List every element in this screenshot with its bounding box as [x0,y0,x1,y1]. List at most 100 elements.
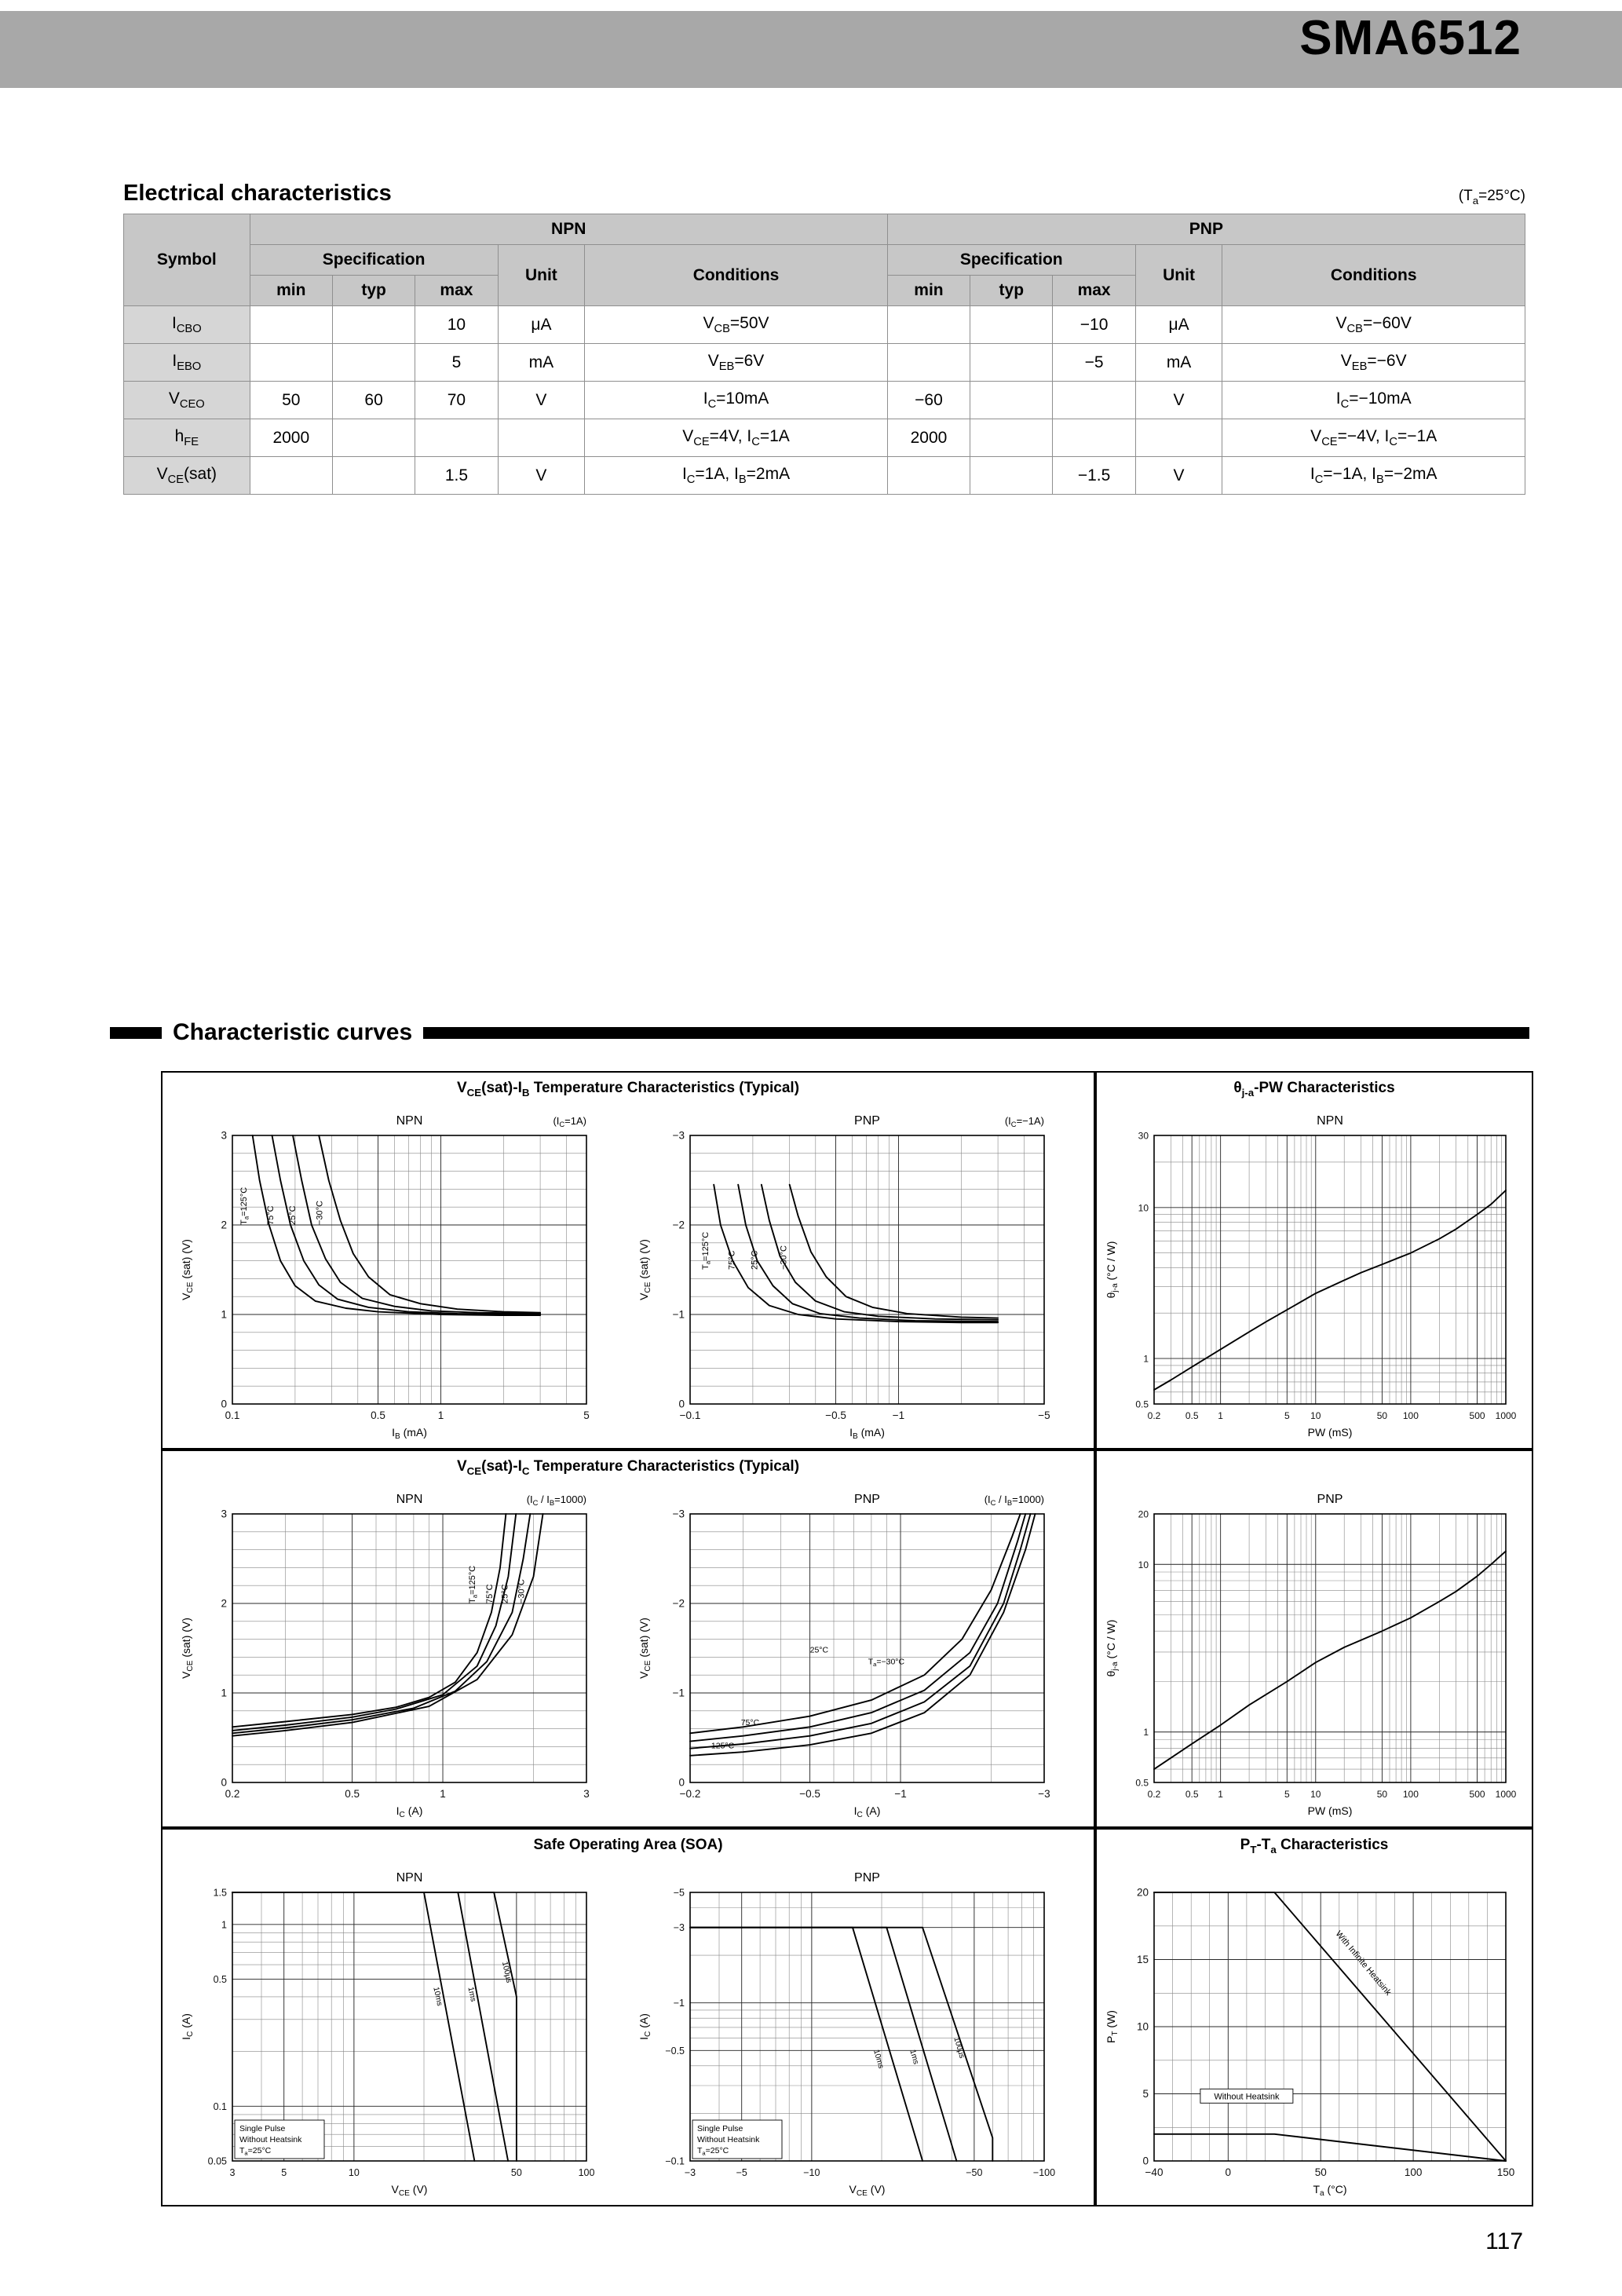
svg-text:−30°C: −30°C [517,1579,526,1603]
svg-text:−30°C: −30°C [315,1201,324,1225]
svg-text:5: 5 [1142,2088,1149,2100]
panel-thja-pw-title: θj-a-PW Characteristics [1233,1080,1395,1099]
svg-text:1000: 1000 [1496,1410,1517,1421]
svg-text:Ta=−30°C: Ta=−30°C [868,1658,905,1668]
table-head: Symbol NPN PNP Specification Unit Condit… [123,214,1526,306]
svg-text:0.5: 0.5 [345,1788,360,1800]
svg-text:3: 3 [583,1788,590,1800]
chart-vcesat-ic-npn: 0.2 0.5 1 3 0 1 2 3 Ta=125°C 75°C 25°C −30°C NPN (IC … [180,1493,590,1819]
cell-pnp-conditions: VCB=−60V [1222,305,1525,344]
cell-pnp-typ [970,305,1054,344]
svg-text:−50: −50 [966,2167,983,2178]
panel-vcesat-ic: VCE(sat)-IC Temperature Characteristics … [161,1450,1095,1828]
svg-text:1: 1 [221,1687,227,1699]
svg-text:500: 500 [1470,1410,1485,1421]
svg-text:10: 10 [1310,1789,1321,1800]
svg-text:25°C: 25°C [288,1205,298,1225]
svg-text:−1: −1 [673,1309,685,1321]
section-bar-right [423,1026,1529,1039]
page-number: 117 [1485,2228,1523,2254]
svg-text:NPN: NPN [396,1871,422,1885]
table-head-row-spec: Specification Unit Conditions Specificat… [124,244,1525,306]
cell-npn-conditions: VEB=6V [584,343,888,382]
cell-pnp-min [886,343,971,382]
svg-text:PNP: PNP [854,1114,880,1128]
svg-text:0.1: 0.1 [213,2101,226,2112]
svg-text:1.5: 1.5 [213,1888,226,1899]
col-header-max-npn: max [415,275,499,306]
cell-pnp-min: −60 [886,381,971,419]
svg-text:50: 50 [1377,1789,1388,1800]
cell-npn-min [249,305,333,344]
svg-text:0.5: 0.5 [1135,1399,1149,1410]
svg-text:−30°C: −30°C [780,1245,789,1270]
cell-npn-min [249,456,333,495]
col-header-spec-npn: Specification [249,244,499,276]
svg-text:1: 1 [1218,1789,1223,1800]
svg-text:−3: −3 [673,1508,685,1520]
cell-npn-max: 10 [415,305,499,344]
svg-text:100μs: 100μs [952,2036,966,2059]
svg-text:−0.5: −0.5 [666,2046,685,2057]
svg-text:0.5: 0.5 [371,1409,385,1421]
table-head-row-groups: Symbol NPN PNP [123,214,1526,306]
panel-thja-pw-pnp-charts: 0.2 0.5 1 5 10 50 100 500 1000 0.5 1 10 20 PNP PW (mS)… [1097,1479,1532,1822]
svg-text:Single Pulse: Single Pulse [239,2124,286,2133]
table-row: IEBO 5 mA VEB=6V −5 mA VEB=−6V [123,343,1525,382]
svg-text:θj-a (°C / W): θj-a (°C / W) [1105,1241,1120,1299]
svg-text:0: 0 [1142,2155,1149,2167]
cell-pnp-unit: V [1134,456,1223,495]
cell-npn-conditions: VCB=50V [584,305,888,344]
svg-text:Ta=125°C: Ta=125°C [701,1232,711,1270]
svg-text:Without Heatsink: Without Heatsink [697,2135,760,2144]
svg-text:50: 50 [1315,2166,1327,2178]
svg-text:IC (A): IC (A) [180,2013,195,2040]
chart-vcesat-ib-npn: 0.1 0.5 1 5 0 1 2 3 Ta=125°C 75°C 25°C −30°C NPN (IC=… [180,1114,590,1441]
svg-text:2: 2 [221,1598,227,1610]
cell-pnp-unit: μA [1134,305,1223,344]
svg-text:0.05: 0.05 [207,2156,226,2167]
svg-text:θj-a (°C / W): θj-a (°C / W) [1105,1620,1120,1677]
cell-npn-typ [331,419,416,457]
svg-text:VCE (V): VCE (V) [391,2183,427,2198]
svg-text:5: 5 [1284,1789,1290,1800]
cell-npn-max: 1.5 [415,456,499,495]
svg-text:−1: −1 [895,1788,907,1800]
svg-text:75°C: 75°C [728,1250,737,1270]
svg-text:NPN: NPN [396,1114,422,1128]
cell-npn-unit: μA [497,305,586,344]
svg-text:0.2: 0.2 [225,1788,239,1800]
group-header-pnp: PNP [886,214,1526,245]
panel-thja-pw-pnp-title [1097,1456,1532,1479]
svg-text:−2: −2 [673,1598,685,1610]
cell-npn-min: 2000 [249,419,333,457]
cell-pnp-max [1052,381,1136,419]
svg-text:VCE (sat) (V): VCE (sat) (V) [637,1239,652,1300]
svg-text:(IC=−1A): (IC=−1A) [1005,1115,1044,1128]
electrical-characteristics-table: Symbol NPN PNP Specification Unit Condit… [123,214,1526,495]
svg-text:5: 5 [281,2167,287,2178]
cell-npn-min [249,343,333,382]
panel-thja-pw-charts: 0.2 0.5 1 5 10 50 100 500 1000 0.5 1 10 30 NPN PW (mS)… [1097,1101,1532,1443]
svg-text:−40: −40 [1145,2166,1164,2178]
cell-pnp-unit: V [1134,381,1223,419]
svg-text:IC (A): IC (A) [854,1804,881,1819]
cell-pnp-min [886,305,971,344]
svg-text:1: 1 [1143,1354,1149,1365]
svg-text:1: 1 [1143,1727,1149,1738]
svg-text:0: 0 [221,1777,227,1789]
cell-pnp-conditions: IC=−10mA [1222,381,1525,419]
svg-text:1ms: 1ms [466,1986,477,2002]
col-header-conditions-pnp: Conditions [1222,244,1525,306]
svg-text:Ta=125°C: Ta=125°C [468,1566,478,1603]
svg-text:−10: −10 [804,2167,820,2178]
svg-text:0.5: 0.5 [1135,1778,1149,1789]
group-header-npn: NPN [249,214,888,245]
col-header-max-pnp: max [1052,275,1136,306]
svg-text:Ta (°C): Ta (°C) [1313,2183,1346,2198]
cell-npn-typ [331,305,416,344]
svg-text:(IC=1A): (IC=1A) [553,1115,586,1128]
svg-text:5: 5 [583,1409,590,1421]
svg-text:−5: −5 [674,1888,685,1899]
